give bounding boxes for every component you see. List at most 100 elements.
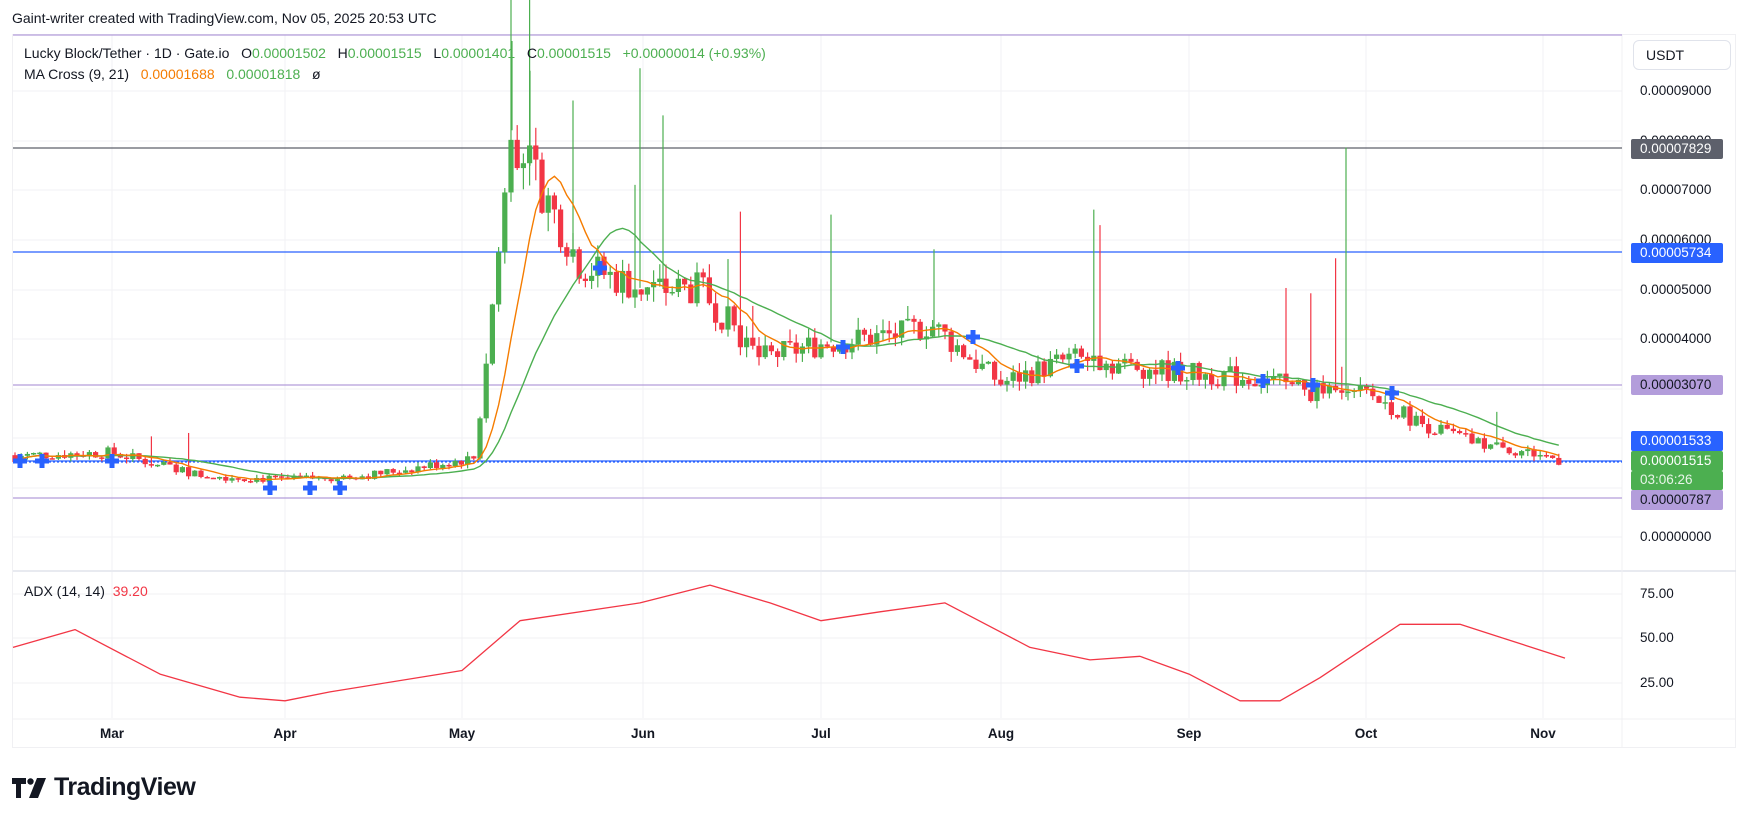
candle-body — [632, 289, 638, 298]
candle-body — [471, 456, 477, 459]
candle-body — [973, 359, 979, 369]
candle-body — [465, 456, 471, 465]
price-label-resistance[interactable]: 0.00005734 — [1631, 243, 1723, 263]
price-label-support-lower[interactable]: 0.00000787 — [1631, 490, 1723, 510]
candle-body — [403, 470, 409, 473]
candle-body — [1116, 363, 1122, 374]
close-label: C — [526, 45, 537, 61]
candle-body — [192, 470, 198, 477]
candle-body — [638, 289, 644, 295]
close-value: 0.00001515 — [536, 45, 611, 61]
price-tick: 0.00004000 — [1640, 331, 1712, 346]
candle-body — [806, 337, 812, 347]
month-label: Aug — [987, 726, 1015, 741]
candle-body — [1097, 355, 1103, 371]
candle-body — [1196, 362, 1202, 380]
price-label-support-upper[interactable]: 0.00003070 — [1631, 375, 1723, 395]
adx-tick: 50.00 — [1640, 630, 1674, 645]
candle-body — [1395, 415, 1401, 418]
month-label: Jul — [811, 726, 831, 741]
candle-body — [1500, 442, 1506, 448]
price-label-current-line[interactable]: 0.00001533 — [1631, 431, 1723, 451]
candle-body — [1382, 402, 1388, 404]
symbol-legend: Lucky Block/Tether · 1D · Gate.io O0.000… — [24, 45, 766, 61]
candle-body — [1010, 372, 1016, 381]
ma-cross-icon — [17, 454, 23, 468]
candle-body — [1295, 379, 1301, 385]
open-value: 0.00001502 — [251, 45, 326, 61]
candle-body — [886, 330, 892, 334]
adx-label[interactable]: ADX (14, 14) — [24, 583, 105, 599]
candle-body — [1432, 433, 1438, 435]
candle-body — [1469, 433, 1475, 444]
candle-body — [508, 139, 514, 193]
candle-body — [688, 284, 694, 304]
candle-body — [589, 275, 595, 282]
candle-body — [1543, 455, 1549, 457]
price-tick: 0.00005000 — [1640, 282, 1712, 297]
ma-cross-icon — [597, 261, 603, 275]
candle-body — [1419, 415, 1425, 425]
candle-body — [1450, 428, 1456, 432]
candle-body — [1041, 361, 1047, 377]
candle-body — [446, 464, 452, 467]
low-label: L — [433, 45, 442, 61]
candle-body — [415, 466, 421, 473]
candle-body — [954, 345, 960, 352]
candle-body — [861, 329, 867, 335]
candle-body — [24, 453, 30, 456]
candle-body — [155, 464, 161, 467]
ma-cross-icon — [970, 330, 976, 344]
candle-body — [1047, 358, 1053, 377]
candle-body — [1240, 379, 1246, 386]
ma-cross-icon — [109, 454, 115, 468]
candle-body — [167, 462, 173, 465]
candle-body — [1556, 457, 1562, 465]
candle-body — [750, 337, 756, 346]
candle-body — [1463, 433, 1469, 435]
candle-body — [998, 379, 1004, 385]
candle-body — [1444, 424, 1450, 429]
high-value: 0.00001515 — [347, 45, 422, 61]
candle-body — [675, 278, 681, 292]
candle-body — [372, 470, 378, 479]
ma-cross-icon — [267, 481, 273, 495]
symbol-name[interactable]: Lucky Block/Tether · 1D · Gate.io — [24, 45, 230, 61]
candle-body — [49, 458, 55, 460]
candle-body — [427, 462, 433, 469]
ma-fast-value: 0.00001688 — [140, 66, 215, 82]
currency-button[interactable]: USDT — [1633, 40, 1731, 70]
candle-body — [551, 195, 557, 210]
change-value: +0.00000014 (+0.93%) — [622, 45, 766, 61]
candle-body — [1302, 379, 1308, 390]
candle-body — [1376, 396, 1382, 403]
ma-cross-icon — [307, 481, 313, 495]
candle-body — [737, 325, 743, 348]
candle-body — [719, 322, 725, 330]
tradingview-logo[interactable]: TradingView — [12, 773, 196, 802]
candle-body — [124, 457, 130, 460]
price-label-last-price[interactable]: 0.00001515 — [1631, 451, 1723, 471]
candle-body — [142, 458, 148, 465]
candle-body — [1457, 431, 1463, 434]
candle-body — [254, 477, 260, 482]
candle-body — [1407, 406, 1413, 426]
candle-body — [1078, 348, 1084, 357]
candle-body — [1488, 444, 1494, 449]
candle-body — [1233, 366, 1239, 386]
candle-body — [483, 363, 489, 419]
candle-body — [1060, 354, 1066, 360]
ma-cross-label[interactable]: MA Cross (9, 21) — [24, 66, 130, 82]
candle-body — [1109, 363, 1115, 374]
candle-body — [725, 306, 731, 330]
candle-body — [781, 341, 787, 358]
month-label: Oct — [1354, 726, 1378, 741]
candle-body — [663, 278, 669, 293]
candle-body — [434, 462, 440, 468]
candle-body — [31, 452, 37, 455]
candle-body — [694, 272, 700, 304]
candle-body — [570, 249, 576, 257]
ma-cross-icon — [1389, 386, 1395, 400]
price-label-resistance-high[interactable]: 0.00007829 — [1631, 139, 1723, 159]
